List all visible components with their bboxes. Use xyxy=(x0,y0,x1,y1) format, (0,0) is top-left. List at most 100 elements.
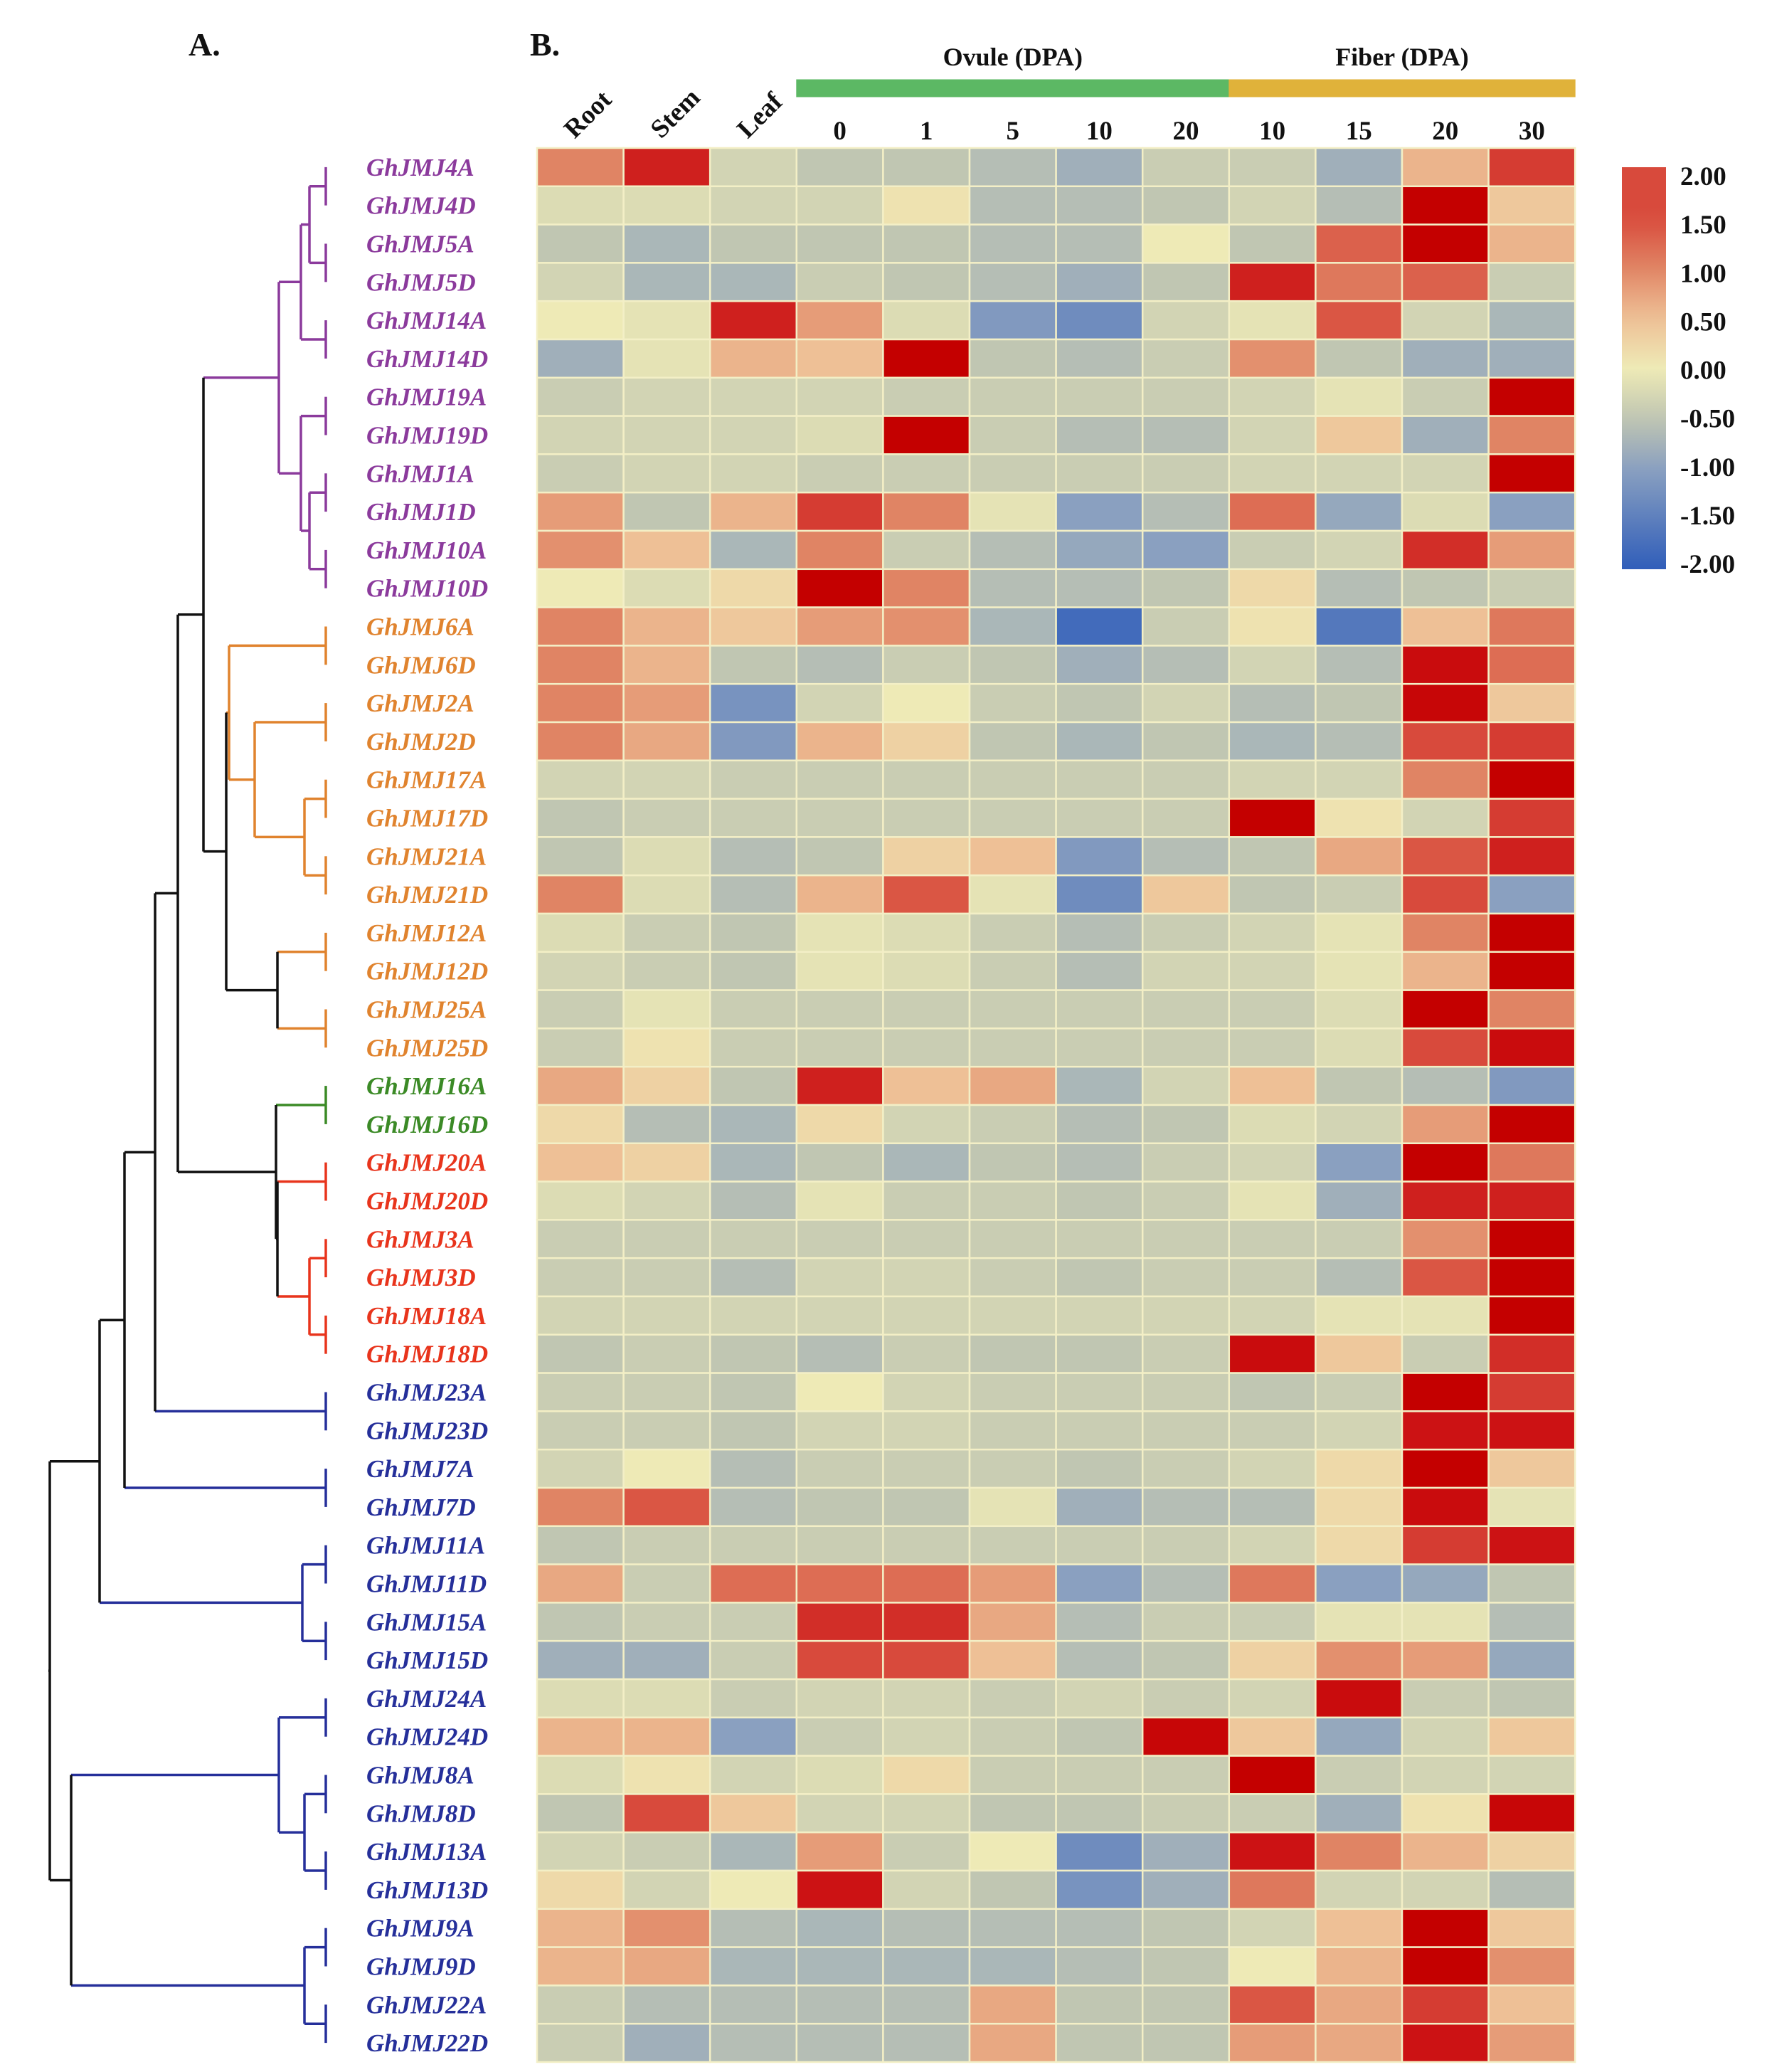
cell-GhJMJ4A-10 xyxy=(1401,147,1490,188)
colorbar-tick: -0.50 xyxy=(1680,405,1735,434)
cell-GhJMJ11D-9 xyxy=(1315,1563,1403,1604)
gene-label: GhJMJ3D xyxy=(366,1264,476,1291)
gene-label: GhJMJ15A xyxy=(366,1608,487,1636)
cell-GhJMJ23D-11 xyxy=(1487,1410,1576,1451)
cell-GhJMJ10D-11 xyxy=(1487,568,1576,608)
cell-GhJMJ25D-8 xyxy=(1228,1027,1317,1068)
gene-label: GhJMJ24D xyxy=(366,1723,488,1751)
gene-label: GhJMJ7A xyxy=(366,1455,474,1483)
cell-GhJMJ8D-6 xyxy=(1055,1793,1144,1834)
cell-GhJMJ21A-2 xyxy=(709,836,798,877)
cell-GhJMJ4D-6 xyxy=(1055,185,1144,226)
cell-GhJMJ18A-0 xyxy=(536,1295,625,1336)
cell-GhJMJ10A-10 xyxy=(1401,529,1490,571)
gene-label: GhJMJ2A xyxy=(366,689,474,717)
cell-GhJMJ24D-2 xyxy=(709,1716,798,1757)
cell-GhJMJ1D-9 xyxy=(1315,491,1403,532)
cell-GhJMJ8D-3 xyxy=(795,1793,884,1834)
cell-GhJMJ19A-7 xyxy=(1141,376,1231,417)
cell-GhJMJ18A-9 xyxy=(1315,1295,1403,1336)
cell-GhJMJ19D-2 xyxy=(709,415,798,455)
cell-GhJMJ24D-1 xyxy=(622,1716,711,1757)
cell-GhJMJ9D-6 xyxy=(1055,1946,1144,1987)
cell-GhJMJ23A-10 xyxy=(1401,1372,1490,1412)
cell-GhJMJ16D-0 xyxy=(536,1104,625,1145)
cell-GhJMJ16D-1 xyxy=(622,1104,711,1145)
cell-GhJMJ7A-0 xyxy=(536,1448,625,1489)
cell-GhJMJ18D-9 xyxy=(1315,1333,1403,1374)
cell-GhJMJ14A-11 xyxy=(1487,300,1576,341)
cell-GhJMJ1A-1 xyxy=(622,453,711,494)
cell-GhJMJ4A-7 xyxy=(1141,147,1231,188)
cell-GhJMJ18D-5 xyxy=(968,1333,1057,1374)
cell-GhJMJ24A-7 xyxy=(1141,1678,1231,1719)
gene-label: GhJMJ21A xyxy=(366,842,487,870)
cell-GhJMJ14A-9 xyxy=(1315,300,1403,341)
cell-GhJMJ9A-3 xyxy=(795,1908,884,1948)
cell-GhJMJ25A-6 xyxy=(1055,989,1144,1030)
cell-GhJMJ11D-11 xyxy=(1487,1563,1576,1604)
cell-GhJMJ1A-0 xyxy=(536,453,625,494)
cell-GhJMJ21A-5 xyxy=(968,836,1057,877)
cell-GhJMJ8A-5 xyxy=(968,1755,1057,1795)
cell-GhJMJ16D-7 xyxy=(1141,1104,1231,1145)
cell-GhJMJ15A-5 xyxy=(968,1602,1057,1642)
cell-GhJMJ13D-9 xyxy=(1315,1869,1403,1910)
cell-GhJMJ21A-3 xyxy=(795,836,884,877)
cell-GhJMJ10D-0 xyxy=(536,568,625,608)
cell-GhJMJ22D-2 xyxy=(709,2022,798,2063)
cell-GhJMJ25D-9 xyxy=(1315,1027,1403,1068)
cell-GhJMJ25A-3 xyxy=(795,989,884,1030)
cell-GhJMJ20D-8 xyxy=(1228,1180,1317,1221)
cell-GhJMJ23A-1 xyxy=(622,1372,711,1412)
cell-GhJMJ13A-11 xyxy=(1487,1831,1576,1872)
cell-GhJMJ9D-9 xyxy=(1315,1946,1403,1987)
colorbar-tick: 1.00 xyxy=(1680,259,1726,288)
cell-GhJMJ3D-9 xyxy=(1315,1257,1403,1298)
cell-GhJMJ13D-11 xyxy=(1487,1869,1576,1910)
cell-GhJMJ24D-10 xyxy=(1401,1716,1490,1757)
cell-GhJMJ15A-9 xyxy=(1315,1602,1403,1642)
cell-GhJMJ16A-1 xyxy=(622,1065,711,1106)
cell-GhJMJ5D-1 xyxy=(622,262,711,302)
cell-GhJMJ7D-0 xyxy=(536,1486,625,1528)
cell-GhJMJ14D-10 xyxy=(1401,338,1490,379)
cell-GhJMJ6A-7 xyxy=(1141,606,1231,647)
gene-label: GhJMJ15D xyxy=(366,1646,488,1674)
cell-GhJMJ8A-0 xyxy=(536,1755,625,1795)
colorbar-tick: -1.00 xyxy=(1680,453,1735,482)
cell-GhJMJ2A-5 xyxy=(968,682,1057,724)
gene-label: GhJMJ1D xyxy=(366,498,476,526)
cell-GhJMJ21D-1 xyxy=(622,874,711,915)
panel-label-b: B. xyxy=(530,26,560,63)
cell-GhJMJ14D-2 xyxy=(709,338,798,379)
cell-GhJMJ15D-6 xyxy=(1055,1639,1144,1681)
cell-GhJMJ13A-4 xyxy=(882,1831,971,1872)
cell-GhJMJ13D-1 xyxy=(622,1869,711,1910)
cell-GhJMJ17D-3 xyxy=(795,798,884,838)
cell-GhJMJ14A-5 xyxy=(968,300,1057,341)
gene-label: GhJMJ21D xyxy=(366,881,488,909)
cell-GhJMJ24A-6 xyxy=(1055,1678,1144,1719)
cell-GhJMJ18A-2 xyxy=(709,1295,798,1336)
column-label: Root xyxy=(558,85,617,144)
cell-GhJMJ10A-9 xyxy=(1315,529,1403,571)
colorbar-tick: 0.50 xyxy=(1680,307,1726,337)
cell-GhJMJ2A-0 xyxy=(536,682,625,724)
cell-GhJMJ14D-8 xyxy=(1228,338,1317,379)
cell-GhJMJ18A-5 xyxy=(968,1295,1057,1336)
cell-GhJMJ1A-7 xyxy=(1141,453,1231,494)
cell-GhJMJ14A-0 xyxy=(536,300,625,341)
cell-GhJMJ2D-2 xyxy=(709,721,798,762)
cell-GhJMJ20D-0 xyxy=(536,1180,625,1221)
cell-GhJMJ3A-1 xyxy=(622,1219,711,1259)
cell-GhJMJ11A-2 xyxy=(709,1525,798,1565)
cell-GhJMJ10A-2 xyxy=(709,529,798,571)
cell-GhJMJ5A-8 xyxy=(1228,223,1317,264)
cell-GhJMJ6A-10 xyxy=(1401,606,1490,647)
dendrogram xyxy=(48,166,327,2044)
cell-GhJMJ11A-4 xyxy=(882,1525,971,1565)
cell-GhJMJ7A-5 xyxy=(968,1448,1057,1489)
cell-GhJMJ6D-2 xyxy=(709,645,798,685)
